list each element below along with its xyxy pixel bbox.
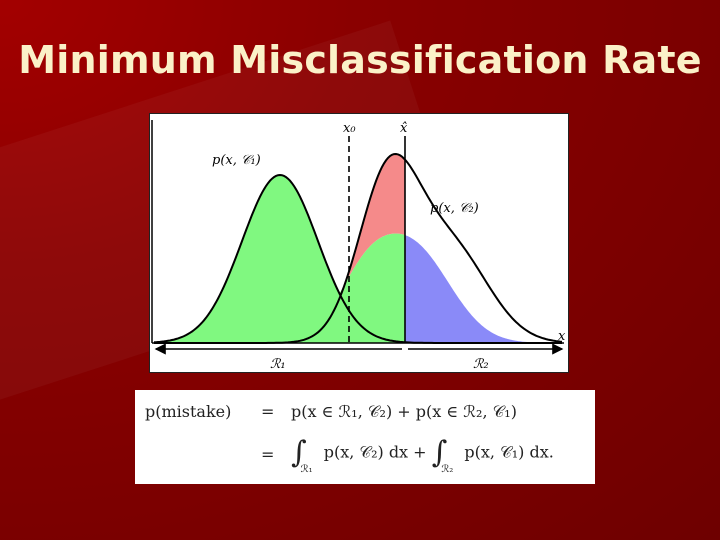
xhat-label: x̂: [400, 121, 408, 136]
p-c2-label: p(x, 𝒞₂): [430, 201, 479, 216]
equation-lhs: p(mistake): [145, 402, 232, 421]
integrand-2: p(x, 𝒞₁) dx.: [464, 442, 554, 462]
misclassification-equation: p(mistake) = p(x ∈ ℛ₁, 𝒞₂) + p(x ∈ ℛ₂, 𝒞…: [135, 390, 595, 484]
green-error-region: [154, 175, 405, 343]
equals-sign-1: =: [261, 402, 275, 421]
blue-error-region: [405, 235, 562, 343]
slide-title: Minimum Misclassification Rate: [18, 38, 702, 82]
region1-label: ℛ₁: [270, 357, 286, 372]
integral-sign-1: ∫: [291, 435, 307, 470]
equals-sign-2: =: [261, 445, 275, 464]
x0-label: x₀: [343, 121, 356, 136]
integrand-1: p(x, 𝒞₂) dx +: [323, 442, 427, 462]
integral-sub-1: ℛ₁: [300, 463, 313, 475]
p-c1-label: p(x, 𝒞₁): [212, 153, 261, 168]
x-axis-label: x: [558, 329, 566, 344]
integral-sub-2: ℛ₂: [441, 463, 454, 475]
region2-label: ℛ₂: [473, 357, 489, 372]
integral-sign-2: ∫: [431, 435, 448, 470]
equation-rhs-line2: ∫ℛ₁ p(x, 𝒞₂) dx + ∫ℛ₂ p(x, 𝒞₁) dx.: [291, 435, 554, 475]
distribution-figure: x₀ x̂ p(x, 𝒞₁) p(x, 𝒞₂) x ℛ₁ ℛ₂: [149, 113, 569, 373]
distribution-plot: x₀ x̂ p(x, 𝒞₁) p(x, 𝒞₂) x ℛ₁ ℛ₂: [151, 120, 566, 372]
equation-rhs-line1: p(x ∈ ℛ₁, 𝒞₂) + p(x ∈ ℛ₂, 𝒞₁): [291, 402, 517, 421]
